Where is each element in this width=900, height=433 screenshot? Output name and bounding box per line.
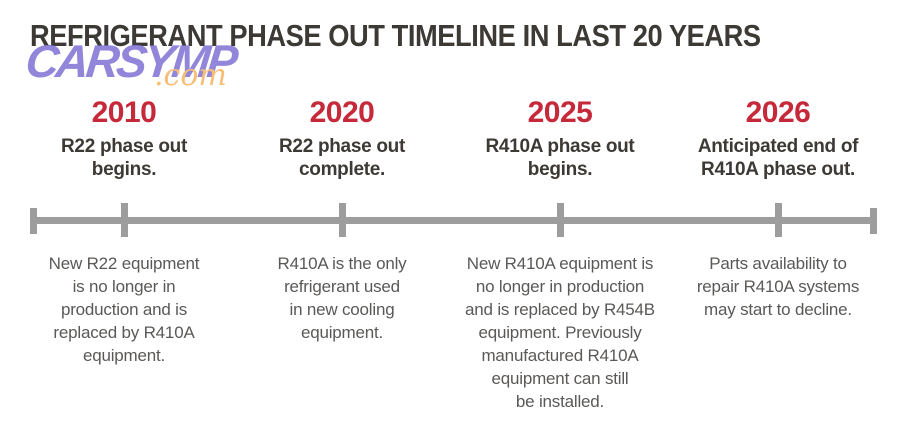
watermark-suffix-text: .com <box>154 58 227 93</box>
milestone-year: 2010 <box>91 96 157 129</box>
milestone-label: R410A phase out begins. <box>485 136 635 180</box>
timeline-tick-2020 <box>339 203 346 237</box>
milestone-label: R22 phase out complete. <box>279 136 405 180</box>
milestone-description: R410A is the only refrigerant used in ne… <box>277 254 407 342</box>
page-title: REFRIGERANT PHASE OUT TIMELINE IN LAST 2… <box>30 18 761 53</box>
milestone-description: New R22 equipment is no longer in produc… <box>48 254 200 365</box>
milestone-description: Parts availability to repair R410A syste… <box>696 254 860 319</box>
milestone-label: Anticipated end of R410A phase out. <box>697 136 859 180</box>
milestone-year: 2026 <box>745 96 811 129</box>
timeline-right-endcap <box>870 208 877 234</box>
milestone-label: R22 phase out begins. <box>61 136 187 180</box>
milestone-2025: 2025 R410A phase out begins. New R410A e… <box>450 96 670 413</box>
milestone-2010: 2010 R22 phase out begins. New R22 equip… <box>14 96 234 367</box>
timeline-left-endcap <box>30 208 37 234</box>
milestone-year: 2020 <box>309 96 375 129</box>
timeline-tick-2025 <box>557 203 564 237</box>
timeline-bar <box>30 217 877 224</box>
timeline-tick-2010 <box>121 203 128 237</box>
milestone-2020: 2020 R22 phase out complete. R410A is th… <box>232 96 452 344</box>
milestone-year: 2025 <box>527 96 593 129</box>
timeline-tick-2026 <box>775 203 782 237</box>
milestone-description: New R410A equipment is no longer in prod… <box>465 254 655 411</box>
milestone-2026: 2026 Anticipated end of R410A phase out.… <box>668 96 888 321</box>
